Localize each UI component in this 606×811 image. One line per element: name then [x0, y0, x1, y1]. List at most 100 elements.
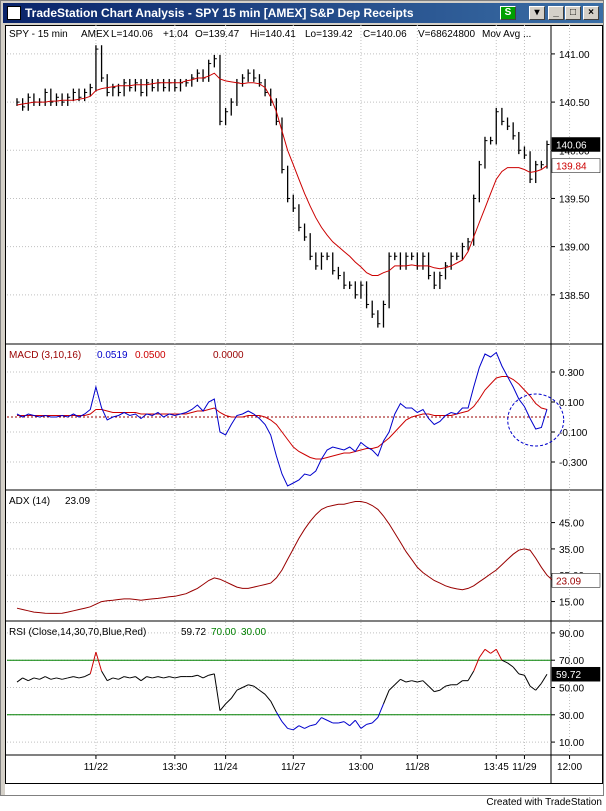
rsi-header-value: 59.72 — [181, 627, 206, 638]
price-header-field-2: L=140.06 — [111, 29, 153, 40]
rsi-segment — [326, 719, 333, 724]
rsi-segment — [417, 680, 424, 683]
price-tick-label: 138.50 — [559, 291, 590, 302]
close-button[interactable]: × — [583, 6, 599, 20]
time-tick-label: 11/22 — [84, 762, 109, 773]
macd-tick-label: -0.100 — [559, 428, 588, 439]
adx-header-value: 23.09 — [65, 496, 90, 507]
adx-value-label-box — [551, 573, 601, 588]
mov-avg-value-label: 139.84 — [556, 162, 587, 173]
rsi-header-study: RSI (Close,14,30,70,Blue,Red) — [9, 627, 146, 638]
chart-area[interactable]: 11/22 13:30 11/24 11/27 13:00 11/28 13:45 11/29… — [5, 25, 606, 795]
macd-header-study: MACD (3,10,16) — [9, 350, 81, 361]
price-header-field-0: SPY - 15 min — [9, 29, 68, 40]
maximize-button[interactable]: □ — [565, 6, 581, 20]
price-tick-label: 140.00 — [559, 146, 590, 157]
chart-svg[interactable]: 11/22 13:30 11/24 11/27 13:00 11/28 13:45 11/29… — [5, 25, 606, 795]
time-tick-label: 11/24 — [213, 762, 238, 773]
minimize-button[interactable]: _ — [548, 6, 564, 20]
rsi-segment — [28, 677, 35, 682]
time-tick-label: 14:30 — [602, 762, 603, 773]
rsi-segment — [275, 711, 283, 722]
rsi-segment — [152, 676, 159, 679]
rsi-tick-label: 10.00 — [559, 738, 584, 749]
rsi-tick-label: 30.00 — [559, 711, 584, 722]
adx-tick-label: 15.00 — [559, 598, 584, 609]
rsi-segment — [33, 677, 40, 680]
rsi-segment — [298, 725, 305, 729]
rsi-segment — [507, 662, 514, 668]
rsi-segment — [315, 717, 322, 725]
rsi-segment — [343, 721, 350, 727]
rsi-segment — [394, 678, 401, 686]
rsi-segment — [495, 649, 503, 661]
rsi-segment — [310, 723, 316, 727]
rsi-segment — [360, 723, 367, 729]
price-header-field-5: Hi=140.41 — [250, 29, 296, 40]
rsi-segment — [213, 673, 221, 711]
rsi-segment — [78, 676, 85, 679]
rsi-value-label-box — [551, 666, 601, 682]
title-bar[interactable]: TradeStation Chart Analysis - SPY 15 min… — [3, 3, 603, 23]
rsi-segment — [338, 721, 345, 724]
macd-line — [16, 351, 548, 487]
rsi-segment — [400, 678, 407, 683]
moving-average-line — [16, 72, 548, 276]
rsi-segment — [84, 673, 91, 678]
rsi-segment — [371, 717, 379, 724]
rsi-segment — [67, 676, 74, 679]
time-tick-label: 13:30 — [162, 762, 187, 773]
rsi-segment — [39, 676, 46, 680]
price-header-field-1: AMEX — [81, 29, 110, 40]
rsi-segment — [230, 689, 238, 699]
adx-value-label: 23.09 — [556, 576, 581, 587]
rsi-segment — [174, 676, 181, 679]
s-button[interactable]: S — [500, 6, 516, 20]
rsi-segment — [135, 676, 142, 682]
dropdown-button[interactable]: ▾ — [529, 6, 545, 20]
rsi-segment — [270, 700, 277, 713]
footer-credit: Created with TradeStation — [486, 797, 602, 808]
rsi-segment — [535, 683, 542, 691]
rsi-segment — [490, 648, 497, 654]
time-tick-label: 13:00 — [348, 762, 373, 773]
rsi-segment — [56, 677, 63, 680]
rsi-segment — [101, 670, 108, 681]
last-price-label: 140.06 — [556, 140, 587, 151]
price-header-field-7: C=140.06 — [363, 29, 407, 40]
rsi-segment — [264, 694, 272, 702]
rsi-segment — [219, 703, 227, 712]
rsi-segment — [366, 722, 373, 725]
time-tick-label: 11/27 — [281, 762, 306, 773]
macd-tick-label: 0.100 — [559, 398, 584, 409]
rsi-segment — [377, 703, 384, 718]
rsi-segment — [61, 677, 68, 680]
price-tick-label: 140.50 — [559, 98, 590, 109]
rsi-segment — [349, 719, 356, 727]
rsi-tick-label: 90.00 — [559, 629, 584, 640]
adx-line — [16, 501, 553, 614]
adx-header-study: ADX (14) — [9, 496, 50, 507]
plot-frame — [5, 25, 603, 784]
rsi-segment — [89, 651, 97, 674]
rsi-segment — [95, 651, 103, 672]
rsi-segment — [73, 676, 80, 679]
highlight-circle — [507, 393, 565, 447]
rsi-segment — [50, 677, 57, 680]
rsi-segment — [140, 676, 147, 682]
macd-header-value: 0.0519 — [97, 350, 128, 361]
rsi-segment — [478, 649, 486, 658]
rsi-segment — [518, 673, 525, 676]
rsi-segment — [501, 659, 508, 664]
rsi-segment — [529, 685, 537, 691]
rsi-segment — [236, 687, 243, 691]
time-tick-label: 11/28 — [405, 762, 430, 773]
rsi-segment — [540, 673, 548, 684]
rsi-segment — [22, 677, 29, 682]
rsi-segment — [242, 684, 249, 688]
rsi-segment — [354, 719, 362, 729]
rsi-segment — [512, 666, 520, 675]
rsi-value-label: 59.72 — [556, 670, 581, 681]
price-header-field-4: O=139.47 — [195, 29, 240, 40]
time-tick-label: 13:45 — [484, 762, 509, 773]
